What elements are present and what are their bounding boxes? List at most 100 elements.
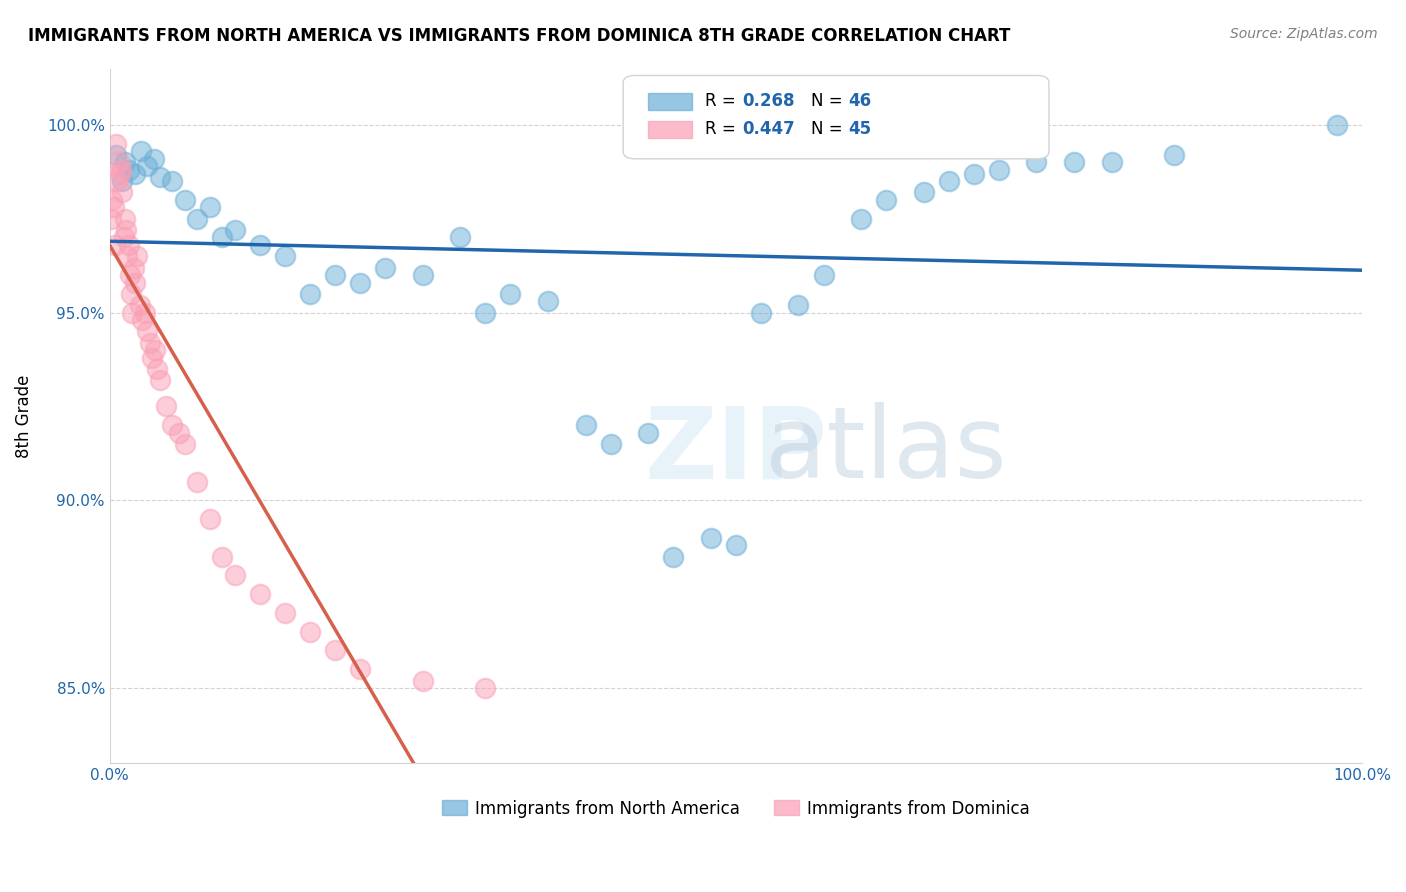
Point — [724, 538, 747, 552]
Point — [637, 425, 659, 440]
Text: N =: N = — [811, 120, 848, 138]
Point — [198, 512, 221, 526]
FancyBboxPatch shape — [648, 93, 692, 111]
Point — [162, 174, 184, 188]
Point — [173, 437, 195, 451]
Point — [114, 155, 136, 169]
Point — [104, 238, 127, 252]
Point — [211, 549, 233, 564]
Text: 0.268: 0.268 — [742, 92, 794, 111]
Point — [139, 335, 162, 350]
Point — [499, 286, 522, 301]
Point — [813, 268, 835, 282]
Point — [117, 238, 139, 252]
Point — [1025, 155, 1047, 169]
Point — [155, 400, 177, 414]
Point — [167, 425, 190, 440]
Point — [474, 681, 496, 695]
Text: R =: R = — [704, 120, 741, 138]
Point — [131, 313, 153, 327]
Point — [124, 276, 146, 290]
Point — [963, 167, 986, 181]
Point — [274, 606, 297, 620]
Point — [249, 238, 271, 252]
Point — [299, 624, 322, 639]
Text: N =: N = — [811, 92, 848, 111]
Point — [122, 260, 145, 275]
Legend: Immigrants from North America, Immigrants from Dominica: Immigrants from North America, Immigrant… — [436, 793, 1036, 824]
Point — [100, 211, 122, 226]
Point — [141, 351, 163, 365]
Point — [700, 531, 723, 545]
Point — [412, 268, 434, 282]
Point — [143, 343, 166, 358]
Point — [323, 643, 346, 657]
Point — [111, 186, 134, 200]
Point — [749, 305, 772, 319]
Point — [112, 230, 135, 244]
Point — [105, 174, 128, 188]
Point — [211, 230, 233, 244]
Text: ZIP: ZIP — [644, 402, 827, 499]
FancyBboxPatch shape — [648, 120, 692, 138]
Point — [101, 193, 124, 207]
Point — [117, 249, 139, 263]
Point — [149, 373, 172, 387]
Point — [537, 294, 560, 309]
Point — [146, 362, 169, 376]
Point — [127, 249, 149, 263]
Text: IMMIGRANTS FROM NORTH AMERICA VS IMMIGRANTS FROM DOMINICA 8TH GRADE CORRELATION : IMMIGRANTS FROM NORTH AMERICA VS IMMIGRA… — [28, 27, 1011, 45]
Point — [103, 201, 125, 215]
Text: R =: R = — [704, 92, 741, 111]
Point — [987, 162, 1010, 177]
Y-axis label: 8th Grade: 8th Grade — [15, 374, 32, 458]
Point — [173, 193, 195, 207]
Text: 0.447: 0.447 — [742, 120, 794, 138]
Point — [115, 223, 138, 237]
Text: atlas: atlas — [765, 402, 1007, 499]
Point — [224, 223, 246, 237]
Point — [136, 159, 159, 173]
Point — [128, 298, 150, 312]
Point — [198, 201, 221, 215]
FancyBboxPatch shape — [623, 76, 1049, 159]
Point — [787, 298, 810, 312]
Point — [111, 174, 134, 188]
Point — [474, 305, 496, 319]
Point — [129, 144, 152, 158]
Point — [1163, 148, 1185, 162]
Point — [105, 148, 128, 162]
Point — [849, 211, 872, 226]
Text: 46: 46 — [849, 92, 872, 111]
Point — [938, 174, 960, 188]
Point — [108, 167, 131, 181]
Point — [912, 186, 935, 200]
Point — [105, 136, 128, 151]
Point — [1063, 155, 1085, 169]
Point — [599, 437, 621, 451]
Point — [149, 170, 172, 185]
Point — [349, 662, 371, 676]
Point — [875, 193, 897, 207]
Point — [1101, 155, 1123, 169]
Point — [575, 418, 598, 433]
Point — [110, 162, 132, 177]
Point — [142, 152, 165, 166]
Point — [412, 673, 434, 688]
Point — [118, 268, 141, 282]
Point — [136, 324, 159, 338]
Point — [186, 211, 208, 226]
Point — [299, 286, 322, 301]
Point — [120, 286, 142, 301]
Point — [134, 305, 156, 319]
Point — [107, 155, 129, 169]
Point — [1326, 118, 1348, 132]
Text: Source: ZipAtlas.com: Source: ZipAtlas.com — [1230, 27, 1378, 41]
Point — [449, 230, 471, 244]
Point — [224, 568, 246, 582]
Point — [662, 549, 685, 564]
Point — [349, 276, 371, 290]
Point — [323, 268, 346, 282]
Point — [114, 211, 136, 226]
Point — [124, 167, 146, 181]
